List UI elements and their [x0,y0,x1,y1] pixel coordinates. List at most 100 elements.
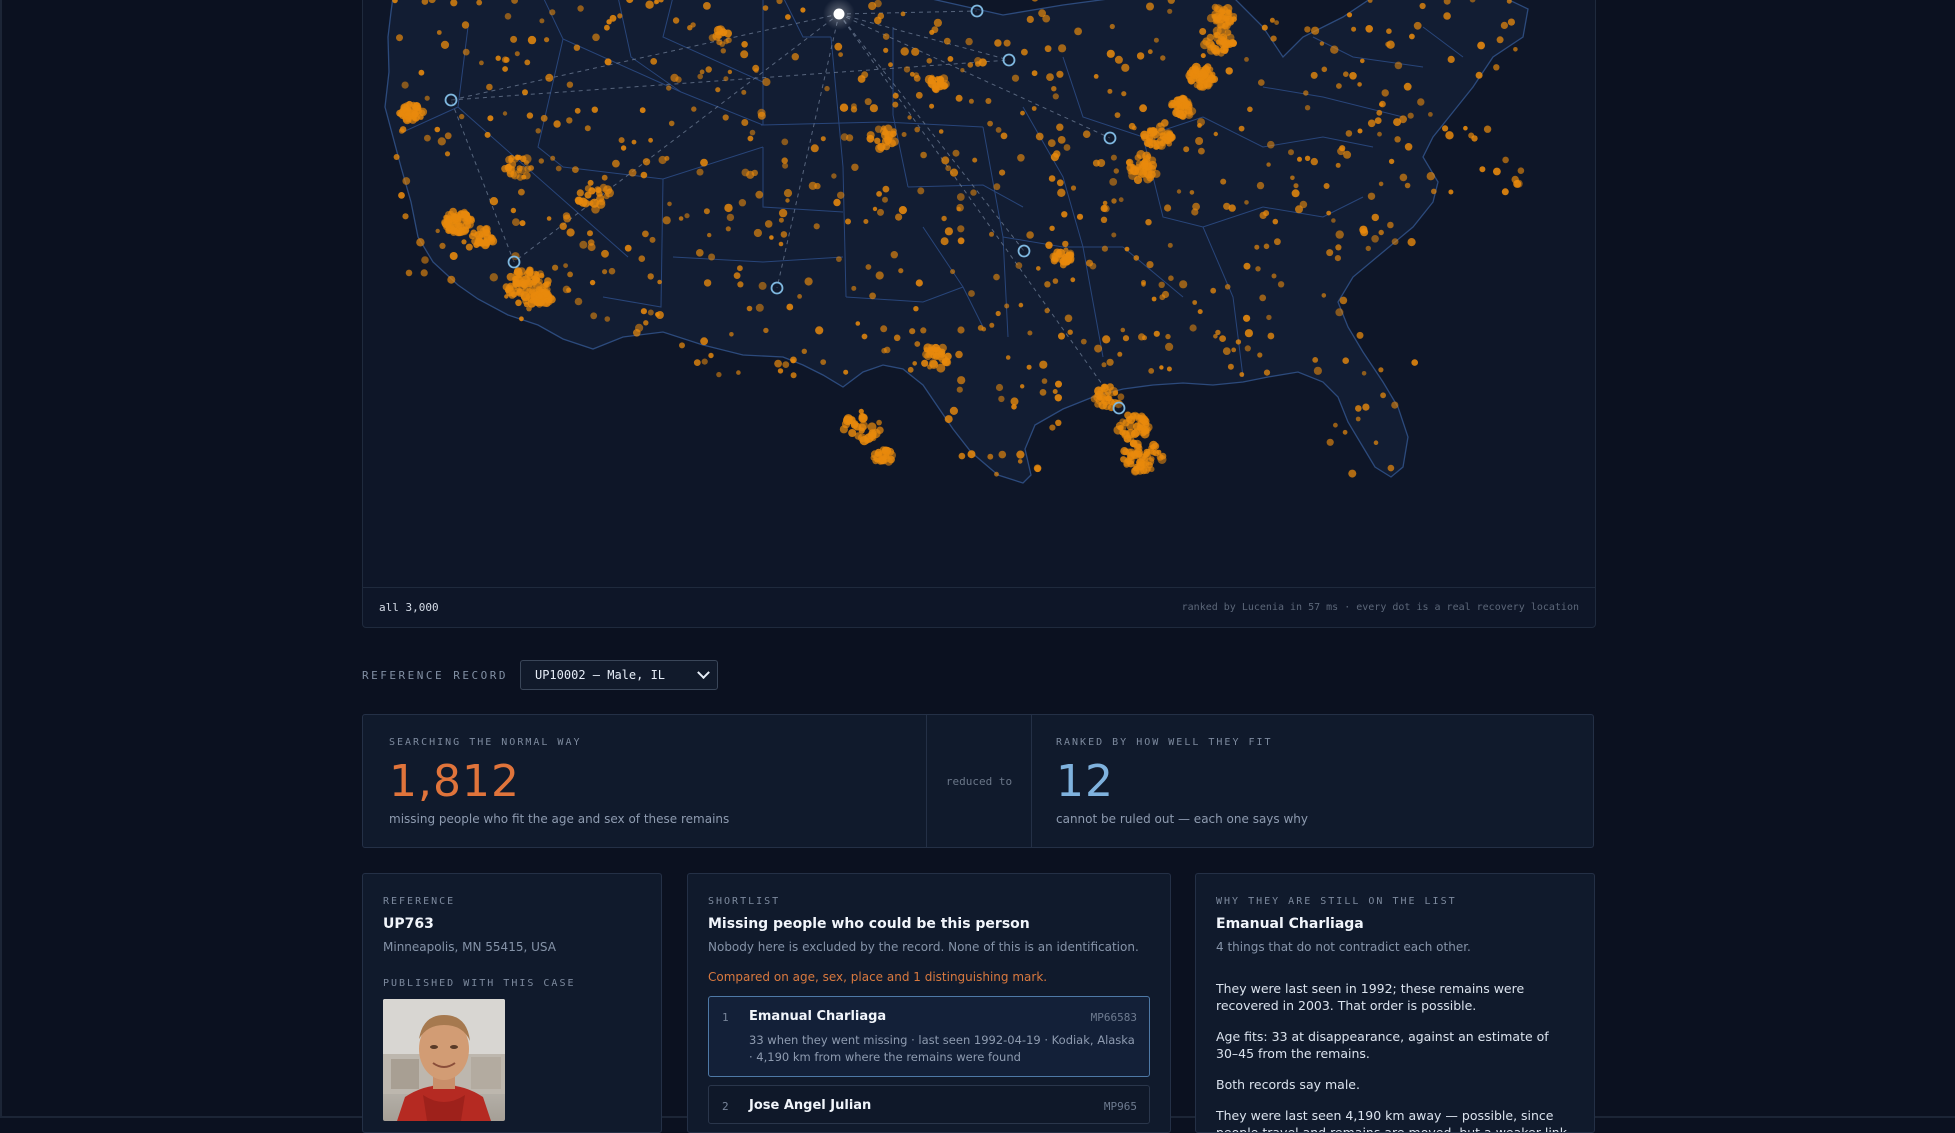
recovery-dot [486,83,493,91]
recovery-dot [552,264,559,271]
candidate-location-ring[interactable] [770,281,784,295]
recovery-dot [1303,90,1309,96]
recovery-dot [1199,28,1207,35]
recovery-dot [1134,164,1142,171]
recovery-dot [648,137,653,143]
candidate-location-ring[interactable] [1002,53,1016,67]
recovery-dot [1033,464,1042,473]
recovery-dot [562,212,571,220]
recovery-dot [1377,131,1382,137]
recovery-dot [1179,113,1187,120]
recovery-dot [727,69,733,75]
recovery-dot [1212,32,1219,38]
recovery-dot [1330,45,1339,54]
recovery-dot [949,168,959,177]
recovery-dot [861,71,869,79]
reference-point[interactable] [833,8,845,20]
map-filter-label[interactable]: all 3,000 [379,601,439,614]
recovery-dot [406,100,413,108]
recovery-dot [1356,331,1364,339]
recovery-dot [931,26,939,34]
recovery-dot [800,7,806,13]
recovery-dot [995,310,1001,317]
recovery-dot [1051,253,1061,262]
recovery-dot [726,213,735,222]
candidate-location-ring[interactable] [970,4,984,18]
recovery-dot [1027,330,1033,336]
recovery-dot [590,312,598,320]
recovery-dot [941,215,947,222]
recovery-dot [1403,82,1412,91]
recovery-dot [876,191,882,197]
recovery-dot [392,0,398,4]
recovery-dot [515,299,522,307]
recovery-dot [843,369,849,375]
candidate-location-ring[interactable] [507,255,521,269]
recovery-dot [774,359,782,368]
recovery-dot [542,290,550,298]
recovery-dot [863,219,869,224]
recovery-dot [439,242,446,249]
recovery-dot [1173,109,1180,116]
recovery-dot [1039,389,1047,396]
recovery-dot [1096,394,1103,401]
candidate-location-ring[interactable] [444,93,458,107]
recovery-dot [785,14,791,20]
recovery-dot [920,327,927,334]
recovery-dot [758,281,767,290]
recovery-dot [505,155,514,164]
recovery-dot [1139,104,1147,113]
recovery-dot [1133,463,1140,470]
recovery-dot [405,269,413,277]
recovery-dot [877,142,886,152]
recovery-dot [993,183,1001,191]
candidate-location-ring[interactable] [1103,131,1117,145]
candidate-item[interactable]: 1 MP66583 Emanual Charliaga 33 when they… [708,996,1150,1077]
recovery-dot [574,107,581,114]
recovery-dot [546,297,553,303]
candidate-rank: 1 [722,1011,729,1024]
recovery-dot [642,158,651,166]
recovery-dot [1399,115,1407,124]
recovery-dot [396,34,403,42]
recovery-dot [1235,339,1242,345]
recovery-dot [716,371,722,378]
recovery-dot [1391,401,1399,409]
case-photo[interactable] [383,999,505,1121]
connection-line [838,13,1025,252]
state-boundary [1422,26,1464,58]
recovery-dot [842,415,853,426]
ranked-fit-count: 12 [1056,756,1114,807]
us-recovery-map[interactable] [363,0,1595,585]
recovery-dot [476,0,483,6]
recovery-dot [1044,308,1050,314]
recovery-dot [981,326,987,332]
recovery-dot [1192,202,1200,211]
recovery-dot [1036,266,1041,271]
candidate-location-ring[interactable] [1112,401,1126,415]
recovery-dot [957,237,965,245]
recovery-dot [1215,329,1221,336]
recovery-dot [993,273,1000,281]
recovery-dot [591,106,598,113]
recovery-dot [1052,389,1058,394]
recovery-dot [1055,380,1062,388]
connection-line [776,13,840,289]
recovery-dot [1031,70,1038,77]
recovery-dot [1304,105,1311,111]
recovery-dot [892,92,899,99]
recovery-dot [1231,347,1237,353]
candidate-location-ring[interactable] [1017,244,1031,258]
recovery-dot [933,18,943,27]
candidate-item[interactable]: 2 MP965 Jose Angel Julian [708,1085,1150,1124]
recovery-dot [1255,266,1261,272]
recovery-dot [1407,238,1416,247]
recovery-dot [947,56,954,62]
recovery-dot [831,173,837,179]
recovery-dot [1185,103,1193,111]
reference-record-select[interactable]: UP10002 — Male, IL [519,660,718,690]
recovery-dot [870,455,876,461]
recovery-dot [1272,218,1279,225]
chevron-down-icon [697,665,710,679]
recovery-dot [655,312,660,317]
